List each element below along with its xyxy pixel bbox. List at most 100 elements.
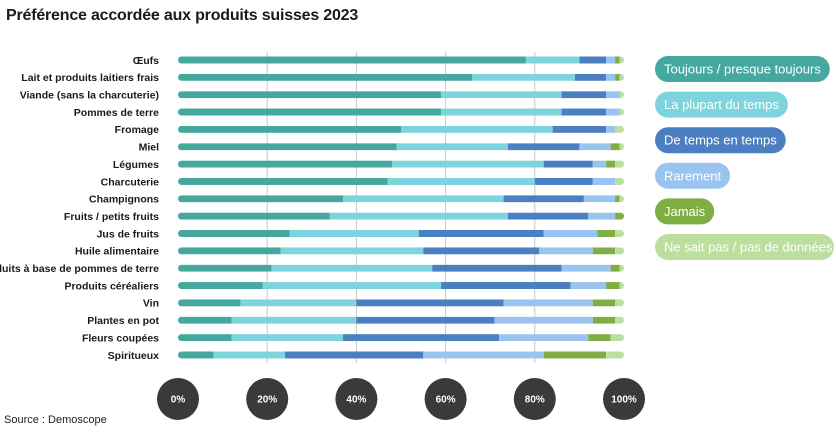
bar-row [178, 108, 624, 116]
category-label: Viande (sans la charcuterie) [20, 90, 159, 102]
bar-row [178, 195, 624, 203]
category-label: Produits à base de pommes de terre [0, 263, 159, 275]
bar-segment [543, 230, 598, 237]
x-axis-ticks: 0% 20% 40% 60% 80% 100% [157, 378, 645, 420]
bar-segment [561, 108, 607, 116]
bar-segments [178, 73, 624, 81]
bar-segment [534, 177, 593, 185]
bar-segment [178, 177, 388, 185]
x-tick: 60% [424, 378, 467, 420]
bar-segments [178, 195, 624, 203]
bar-segment [343, 195, 504, 203]
bar-row [178, 91, 624, 99]
bar-segment [432, 264, 562, 272]
bar-segments [178, 91, 624, 99]
bar-segment [178, 56, 526, 64]
bar-segment [615, 299, 624, 307]
bar-row [178, 247, 624, 255]
category-label: Vin [143, 298, 159, 310]
tick-label: 20% [257, 395, 277, 406]
bar-segment [610, 334, 624, 342]
category-label: Fleurs coupées [82, 332, 159, 344]
bar-segment [619, 56, 624, 64]
bar-segment [610, 264, 620, 272]
bar-segment [592, 316, 616, 324]
bar-segments [178, 351, 624, 359]
bar-row [178, 299, 624, 307]
category-label: Huile alimentaire [75, 246, 159, 258]
bar-row [178, 160, 624, 168]
bar-segment [401, 125, 553, 133]
bar-segment [592, 177, 616, 185]
bar-row [178, 125, 624, 133]
bar-row [178, 282, 624, 290]
bar-segment [570, 282, 607, 290]
tick-label: 0% [171, 395, 186, 406]
tick-label: 100% [611, 395, 637, 406]
bar-segment [423, 351, 544, 359]
category-label: Plantes en pot [87, 315, 159, 327]
bar-segment [423, 247, 540, 255]
tick-circle [424, 378, 467, 420]
bar-segments [178, 230, 624, 237]
bar-segment [525, 56, 580, 64]
x-tick: 100% [603, 378, 645, 420]
bar-segment [606, 351, 624, 359]
bar-segment [606, 56, 616, 64]
legend-item: Rarement [655, 162, 731, 189]
tick-label: 60% [436, 395, 456, 406]
bar-segment [619, 143, 624, 151]
bar-segment [592, 299, 616, 307]
bar-segment [499, 334, 589, 342]
bar-segment [579, 143, 611, 151]
bar-segment [178, 91, 442, 99]
bar-segment [418, 230, 544, 237]
bar-segment [441, 91, 562, 99]
category-label: Fruits / petits fruits [64, 211, 159, 223]
source-note: Source : Demoscope [4, 414, 107, 426]
bar-segments [178, 108, 624, 116]
bar-segment [280, 247, 424, 255]
bar-segment [178, 334, 232, 342]
bar-segment [619, 264, 624, 272]
bar-segment [213, 351, 286, 359]
bar-segment [285, 351, 424, 359]
bar-segment [392, 160, 544, 168]
x-tick: 20% [246, 378, 289, 420]
bar-segment [615, 56, 620, 64]
bar-segment [615, 177, 624, 185]
bar-segments [178, 160, 624, 168]
tick-label: 80% [525, 395, 545, 406]
legend-label: La plupart du temps [664, 97, 779, 112]
bar-segment [503, 299, 593, 307]
bar-segment [619, 282, 624, 290]
bar-segment [441, 282, 571, 290]
legend-label: Rarement [664, 168, 721, 183]
bar-row [178, 334, 624, 342]
bar-segment [356, 299, 504, 307]
bar-segment [615, 230, 624, 237]
bar-segment [561, 264, 611, 272]
bar-segment [178, 230, 290, 237]
bar-segment [615, 212, 624, 220]
x-tick: 80% [513, 378, 556, 420]
bar-segment [356, 316, 495, 324]
bar-segment [552, 125, 607, 133]
bar-row [178, 316, 624, 324]
bar-segment [606, 91, 620, 99]
bar-segment [606, 125, 616, 133]
category-label: Spiritueux [108, 350, 160, 362]
bar-segments [178, 177, 624, 185]
bar-segment [619, 108, 624, 116]
bar-rows [178, 56, 624, 359]
legend-label: Ne sait pas / pas de données [664, 240, 833, 255]
bar-segment [343, 334, 500, 342]
page-title: Préférence accordée aux produits suisses… [6, 7, 359, 24]
bar-segment [289, 230, 419, 237]
x-tick: 40% [335, 378, 378, 420]
tick-label: 40% [346, 395, 366, 406]
bar-segment [387, 177, 535, 185]
bar-segment [240, 299, 357, 307]
bar-row [178, 230, 624, 237]
